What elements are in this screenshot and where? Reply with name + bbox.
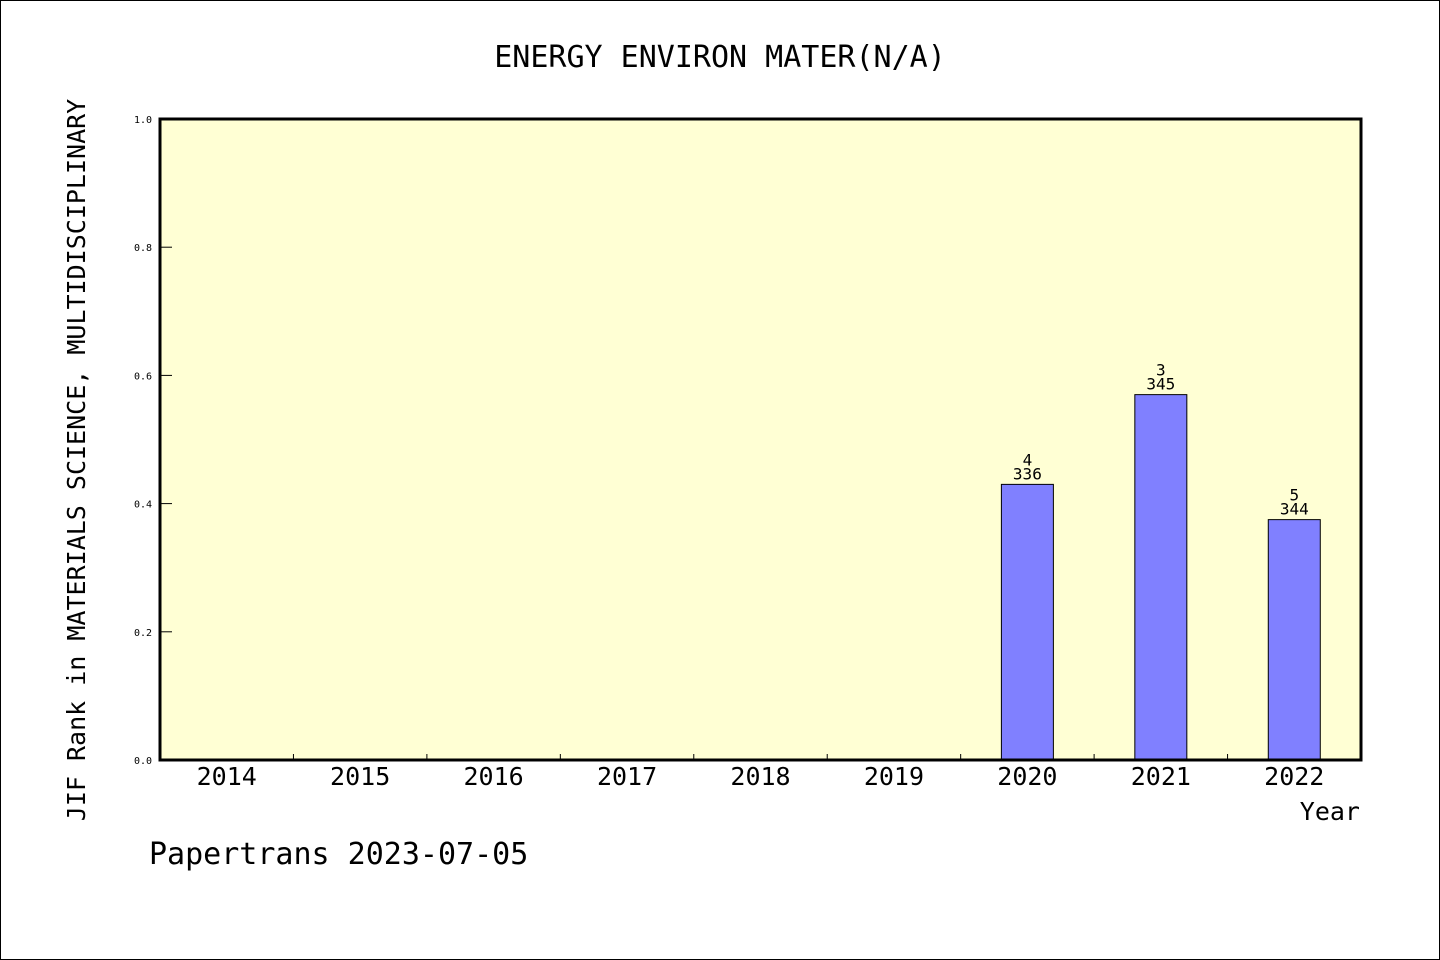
- axis-ticks: 0.0 0.2 0.4 0.6 0.8 1.0 2014 2015 2016 2017 2018 20…: [134, 115, 1324, 791]
- y-tick-label: 0.8: [134, 243, 152, 254]
- y-tick-label: 1.0: [134, 115, 152, 126]
- bar-total-label: 336: [1013, 464, 1042, 483]
- x-tick-label: 2022: [1264, 762, 1324, 791]
- bar-total-label: 345: [1146, 375, 1175, 394]
- x-tick-label: 2020: [997, 762, 1057, 791]
- x-tick-label: 2019: [864, 762, 924, 791]
- y-axis-label: JIF Rank in MATERIALS SCIENCE, MULTIDISC…: [62, 99, 91, 821]
- chart-title: ENERGY ENVIRON MATER(N/A): [494, 40, 946, 75]
- bar-2022: [1267, 519, 1321, 761]
- y-tick-label: 0.2: [134, 628, 152, 639]
- bar-rank-label: 3: [1156, 361, 1166, 380]
- bar-total-label: 344: [1280, 500, 1309, 519]
- bar-rank-label: 4: [1023, 450, 1033, 469]
- x-tick-label: 2018: [730, 762, 790, 791]
- x-tick-label: 2021: [1131, 762, 1191, 791]
- bar-2020: [1000, 483, 1054, 761]
- x-tick-label: 2017: [597, 762, 657, 791]
- x-axis-label: Year: [1300, 797, 1360, 826]
- bar-rank-label: 5: [1289, 486, 1299, 505]
- y-tick-label: 0.6: [134, 371, 152, 382]
- y-tick-label: 0.0: [134, 756, 152, 767]
- x-tick-label: 2016: [464, 762, 524, 791]
- bar-2021: [1134, 394, 1188, 761]
- y-tick-label: 0.4: [134, 500, 152, 511]
- x-tick-label: 2015: [330, 762, 390, 791]
- plot-border: [158, 117, 1363, 762]
- footer-credit: Papertrans 2023-07-05: [149, 837, 528, 872]
- x-tick-label: 2014: [197, 762, 257, 791]
